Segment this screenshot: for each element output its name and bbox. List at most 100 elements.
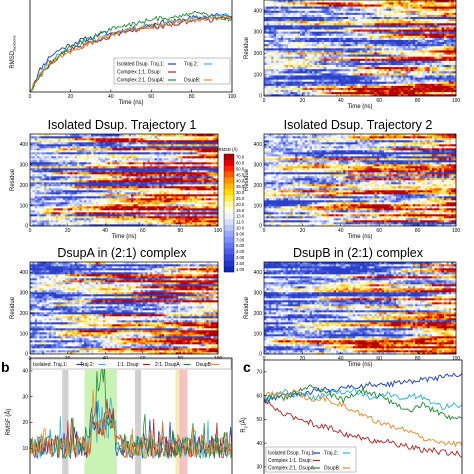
heatmap-cell: [72, 198, 75, 201]
heatmap-cell: [185, 208, 188, 211]
heatmap-cell: [388, 68, 392, 72]
heatmap-cell: [280, 45, 284, 49]
heatmap-cell: [328, 0, 332, 3]
heatmap-cell: [324, 29, 327, 32]
heatmap-cell: [374, 58, 378, 61]
heatmap-cell: [48, 214, 52, 217]
heatmap-cell: [131, 206, 134, 209]
heatmap-cell: [171, 206, 174, 209]
heatmap-cell: [393, 43, 397, 47]
heatmap-cell: [319, 89, 322, 93]
heatmap-cell: [434, 35, 438, 38]
heatmap-cell: [417, 37, 421, 40]
heatmap-cell: [400, 16, 404, 20]
heatmap-cell: [441, 20, 445, 24]
heatmap-cell: [448, 62, 452, 65]
heatmap-cell: [422, 12, 426, 15]
heatmap-cell: [415, 12, 418, 15]
heatmap-cell: [309, 10, 313, 13]
heatmap-cell: [147, 198, 151, 201]
heatmap-cell: [398, 37, 402, 40]
heatmap-cell: [288, 12, 291, 15]
heatmap-cell: [314, 91, 318, 95]
heatmap-cell: [384, 60, 387, 63]
heatmap-cell: [312, 68, 315, 72]
heatmap-cell: [343, 43, 346, 47]
heatmap-cell: [374, 89, 378, 93]
heatmap-cell: [55, 218, 59, 221]
heatmap-cell: [434, 41, 438, 45]
heatmap-cell: [140, 194, 144, 197]
heatmap-cell: [405, 93, 409, 97]
heatmap-cell: [292, 41, 296, 45]
heatmap-cell: [381, 8, 385, 11]
heatmap-cell: [324, 8, 327, 11]
heatmap-cell: [372, 43, 375, 47]
heatmap-cell: [297, 73, 301, 76]
heatmap-cell: [386, 85, 390, 88]
heatmap-cell: [374, 54, 378, 57]
heatmap-cell: [300, 10, 303, 13]
heatmap-cell: [364, 52, 368, 55]
heatmap-cell: [58, 214, 61, 217]
heatmap-cell: [278, 58, 282, 61]
heatmap-cell: [91, 200, 94, 203]
heatmap-cell: [321, 18, 325, 22]
heatmap-cell: [171, 214, 174, 217]
heatmap-cell: [408, 22, 411, 26]
heatmap-cell: [126, 208, 129, 211]
heatmap-cell: [324, 31, 327, 34]
heatmap-cell: [357, 48, 361, 51]
heatmap-cell: [386, 25, 390, 28]
heatmap-cell: [283, 58, 286, 61]
heatmap-cell: [316, 87, 320, 91]
heatmap-cell: [107, 220, 111, 223]
heatmap-cell: [403, 43, 406, 47]
heatmap-cell: [295, 39, 298, 43]
heatmap-cell: [427, 39, 430, 43]
heatmap-cell: [343, 6, 346, 9]
heatmap-cell: [379, 75, 382, 78]
heatmap-cell: [379, 41, 382, 45]
heatmap-cell: [384, 83, 387, 86]
heatmap-cell: [424, 0, 428, 3]
heatmap-cell: [156, 224, 160, 227]
heatmap-cell: [405, 25, 409, 28]
heatmap-cell: [444, 18, 447, 22]
heatmap-cell: [295, 22, 298, 26]
heatmap-cell: [446, 50, 450, 53]
heatmap-cell: [124, 220, 127, 223]
heatmap-cell: [422, 60, 426, 63]
heatmap-cell: [268, 73, 272, 76]
heatmap-cell: [314, 52, 318, 55]
heatmap-cell: [326, 10, 330, 13]
heatmap-cell: [273, 22, 277, 26]
heatmap-cell: [77, 220, 80, 223]
heatmap-cell: [271, 50, 274, 53]
heatmap-cell: [331, 10, 334, 13]
heatmap-cell: [93, 224, 97, 227]
heatmap-cell: [37, 204, 40, 207]
heatmap-cell: [427, 50, 430, 53]
heatmap-cell: [171, 222, 174, 225]
heatmap-cell: [364, 14, 368, 17]
heatmap-cell: [93, 196, 97, 199]
heatmap-cell: [309, 93, 313, 97]
heatmap-cell: [30, 196, 33, 199]
heatmap-cell: [319, 70, 322, 74]
heatmap-cell: [131, 204, 134, 207]
heatmap-cell: [175, 196, 179, 199]
heatmap-cell: [362, 52, 366, 55]
heatmap-cell: [422, 56, 426, 59]
heatmap-cell: [145, 206, 148, 209]
heatmap-cell: [173, 212, 176, 215]
heatmap-cell: [147, 216, 151, 219]
heatmap-cell: [405, 22, 409, 26]
heatmap-cell: [266, 12, 270, 15]
heatmap-cell: [388, 6, 392, 9]
heatmap-cell: [372, 52, 375, 55]
heatmap-cell: [345, 91, 349, 95]
heatmap-cell: [302, 18, 306, 22]
heatmap-cell: [367, 2, 370, 5]
heatmap-cell: [360, 83, 363, 86]
